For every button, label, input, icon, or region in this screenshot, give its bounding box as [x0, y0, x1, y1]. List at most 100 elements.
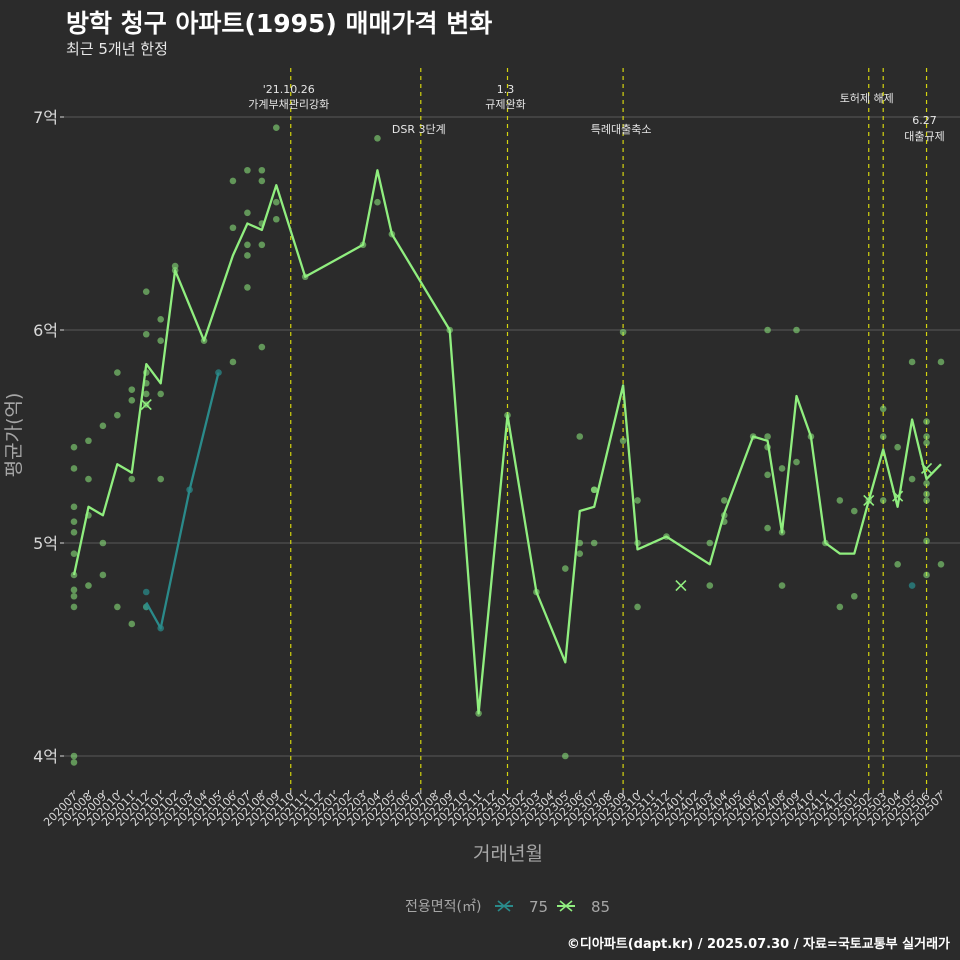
data-point-85	[923, 439, 930, 447]
event-label: DSR 3단계	[392, 123, 446, 136]
data-point-85	[836, 497, 844, 504]
legend-swatch-cross	[559, 900, 573, 912]
event-label: 6.27	[912, 114, 937, 127]
data-point-85	[720, 497, 728, 504]
data-point-85	[706, 582, 714, 589]
event-label: 가계부채관리강화	[248, 98, 329, 111]
data-point-85	[576, 550, 584, 557]
legend-items: 75 85	[495, 898, 610, 916]
data-point-85	[70, 465, 78, 472]
data-point-85	[70, 752, 78, 760]
data-point-85	[70, 503, 78, 511]
data-point-85	[937, 358, 945, 366]
data-point-85	[590, 539, 598, 547]
data-point-85	[128, 396, 136, 404]
data-point-85	[851, 507, 858, 515]
data-point-85	[590, 486, 598, 494]
cross-marker	[920, 462, 933, 475]
y-tick-labels: 4억 5억 6억 7억	[33, 108, 64, 766]
data-point-85	[157, 475, 164, 483]
data-point-85	[258, 166, 266, 174]
data-point-85	[258, 241, 266, 249]
data-point-85	[244, 252, 251, 259]
data-point-85	[923, 480, 930, 487]
data-point-85	[836, 603, 844, 611]
data-point-85	[562, 565, 569, 572]
data-point-85	[706, 539, 714, 547]
data-point-85	[923, 571, 930, 579]
data-point-85	[634, 497, 641, 504]
data-point-85	[85, 475, 92, 483]
data-point-85	[171, 262, 179, 270]
data-point-85	[923, 433, 930, 440]
data-point-85	[244, 241, 251, 249]
data-point-85	[576, 433, 584, 440]
legend-swatch-cross	[497, 900, 511, 912]
data-point-85	[99, 571, 107, 579]
event-label: 1.3	[497, 83, 515, 96]
data-point-85	[576, 539, 584, 547]
data-point-85	[764, 433, 771, 440]
data-point-85	[879, 433, 887, 440]
data-point-85	[908, 358, 916, 366]
y-gridlines	[62, 116, 960, 757]
data-point-85	[157, 316, 164, 323]
data-point-85	[70, 529, 78, 536]
data-point-85	[879, 405, 887, 413]
data-point-85	[764, 326, 771, 334]
data-point-85	[258, 177, 266, 185]
cross-markers	[140, 398, 933, 592]
event-label: 규제완화	[485, 98, 525, 111]
data-point-85	[70, 550, 78, 557]
data-point-85	[374, 198, 381, 206]
data-point-85	[70, 518, 78, 525]
y-tick-label: 7억	[33, 108, 58, 127]
data-point-85	[273, 124, 280, 131]
data-point-85	[619, 328, 627, 336]
data-point-85	[128, 475, 136, 483]
data-point-85	[923, 537, 930, 545]
series-line-75	[145, 372, 220, 630]
data-point-85	[851, 592, 858, 600]
data-point-85	[793, 326, 800, 334]
data-point-85	[229, 358, 237, 366]
series-lines	[72, 169, 942, 715]
data-point-85	[923, 490, 930, 498]
data-point-85	[879, 497, 887, 504]
y-axis-label: 평균가(억)	[3, 393, 25, 478]
cross-marker	[863, 494, 875, 506]
data-point-85	[128, 620, 136, 628]
data-point-85	[778, 465, 786, 472]
x-axis-label: 거래년월	[473, 843, 543, 865]
data-point-85	[70, 586, 78, 594]
data-point-85	[923, 497, 930, 504]
data-point-85	[128, 386, 136, 393]
cross-marker	[892, 490, 904, 502]
data-point-85	[634, 603, 641, 611]
data-point-85	[778, 582, 786, 589]
y-tick-label: 5억	[33, 534, 58, 553]
data-point-85	[894, 443, 901, 451]
data-point-85	[244, 284, 251, 291]
data-point-85	[114, 603, 121, 611]
data-point-75	[142, 588, 150, 596]
data-point-75	[908, 582, 916, 589]
data-point-85	[258, 343, 266, 351]
data-point-85	[114, 411, 121, 419]
data-point-85	[764, 524, 771, 532]
data-point-85	[70, 759, 78, 766]
y-tick-label: 6억	[33, 321, 58, 340]
event-label: 대출규제	[904, 130, 944, 143]
data-point-85	[273, 198, 280, 206]
data-point-85	[619, 437, 627, 445]
data-point-85	[85, 437, 92, 445]
data-point-85	[273, 215, 280, 223]
x-tick-labels: 2020072020082020092020102020112020122021…	[41, 790, 947, 829]
data-point-85	[937, 561, 945, 568]
legend-label: 85	[591, 898, 610, 916]
data-point-85	[908, 475, 916, 483]
y-tick-label: 4억	[33, 747, 58, 766]
data-point-85	[894, 561, 901, 568]
